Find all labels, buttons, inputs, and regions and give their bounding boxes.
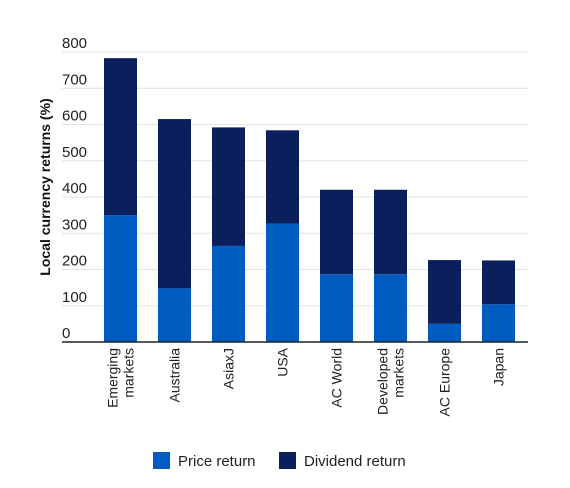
x-category-label: Developed markets bbox=[375, 348, 407, 415]
x-category-label-line: AC World bbox=[329, 348, 345, 408]
x-category-label-line: markets bbox=[121, 348, 137, 398]
x-category-label: USA bbox=[275, 347, 291, 376]
x-category-label-line: AC Europe bbox=[437, 348, 453, 417]
bar-dividend-return bbox=[428, 260, 461, 324]
x-category-label: AC World bbox=[329, 348, 345, 408]
x-category-label: AC Europe bbox=[437, 348, 453, 417]
x-category-label: Australia bbox=[167, 348, 183, 403]
legend: Price return Dividend return bbox=[153, 452, 406, 470]
bar-dividend-return bbox=[266, 130, 299, 224]
y-tick-label: 0 bbox=[62, 325, 70, 342]
legend-swatch bbox=[153, 452, 170, 469]
x-category-label-line: Emerging bbox=[105, 348, 121, 408]
x-category-label: AsiaxJ bbox=[221, 348, 237, 389]
y-tick-label: 300 bbox=[62, 216, 87, 233]
bar-dividend-return bbox=[374, 189, 407, 275]
x-category-label-line: Japan bbox=[491, 348, 507, 386]
bar-dividend-return bbox=[104, 58, 137, 216]
y-axis-label: Local currency returns (%) bbox=[37, 98, 53, 275]
x-category-label-line: AsiaxJ bbox=[221, 348, 237, 389]
bar-price-return bbox=[428, 323, 461, 342]
x-category-label-line: Australia bbox=[167, 348, 183, 403]
legend-swatch bbox=[279, 452, 296, 469]
y-axis-ticks: 0 100 200 300 400 500 600 700 800 bbox=[62, 35, 87, 342]
bar-price-return bbox=[104, 215, 137, 342]
y-tick-label: 800 bbox=[62, 35, 87, 52]
x-category-label: Japan bbox=[491, 348, 507, 386]
x-category-label-line: markets bbox=[391, 348, 407, 398]
y-tick-label: 600 bbox=[62, 108, 87, 125]
x-category-label-line: USA bbox=[275, 347, 291, 376]
bar-dividend-return bbox=[320, 189, 353, 275]
bar-price-return bbox=[320, 274, 353, 342]
x-category-label-line: Developed bbox=[375, 348, 391, 415]
bars bbox=[104, 58, 515, 342]
bar-dividend-return bbox=[158, 119, 191, 289]
legend-label: Price return bbox=[178, 453, 256, 470]
y-tick-label: 700 bbox=[62, 71, 87, 88]
legend-label: Dividend return bbox=[304, 453, 406, 470]
bar-price-return bbox=[374, 274, 407, 342]
bar-price-return bbox=[482, 304, 515, 342]
bar-dividend-return bbox=[482, 260, 515, 305]
y-tick-label: 100 bbox=[62, 289, 87, 306]
y-tick-label: 400 bbox=[62, 180, 87, 197]
bar-price-return bbox=[212, 245, 245, 342]
x-category-label: Emerging markets bbox=[105, 348, 137, 408]
y-tick-label: 500 bbox=[62, 144, 87, 161]
x-axis-category-labels: Emerging markets Australia AsiaxJ USA AC Worl… bbox=[105, 347, 507, 416]
bar-dividend-return bbox=[212, 127, 245, 246]
bar-price-return bbox=[266, 223, 299, 342]
bar-price-return bbox=[158, 288, 191, 342]
y-tick-label: 200 bbox=[62, 253, 87, 270]
